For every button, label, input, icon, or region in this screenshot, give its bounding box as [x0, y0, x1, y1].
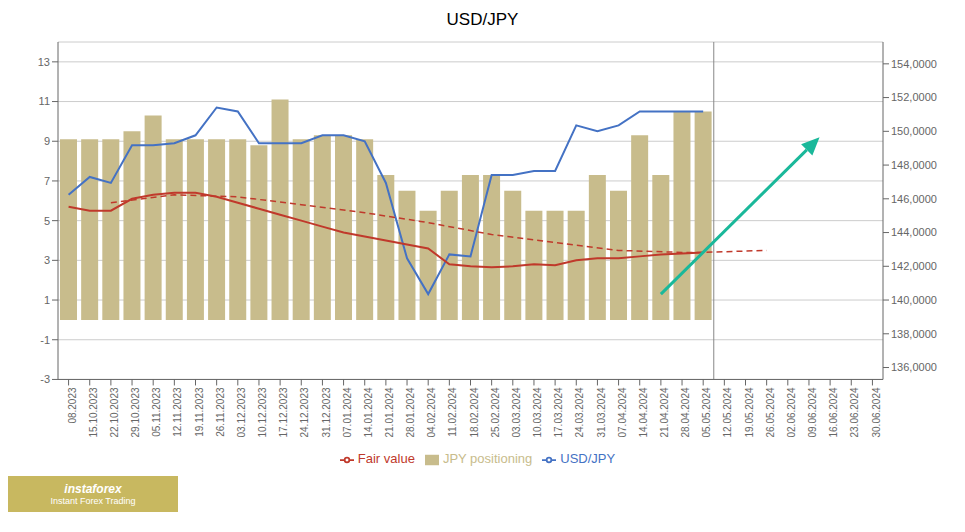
svg-text:07.01.2024: 07.01.2024 — [342, 387, 353, 437]
svg-text:146,0000: 146,0000 — [891, 193, 937, 205]
svg-text:12.05.2024: 12.05.2024 — [722, 387, 733, 437]
svg-text:17.03.2024: 17.03.2024 — [553, 387, 564, 437]
svg-text:-3: -3 — [40, 373, 50, 385]
svg-text:21.04.2024: 21.04.2024 — [659, 387, 670, 437]
svg-text:03.12.2023: 03.12.2023 — [236, 387, 247, 437]
svg-text:9: 9 — [44, 135, 50, 147]
svg-text:7: 7 — [44, 175, 50, 187]
svg-text:10.03.2024: 10.03.2024 — [532, 387, 543, 437]
html-text:instaforex: instaforex — [64, 481, 122, 496]
svg-text:17.12.2023: 17.12.2023 — [278, 387, 289, 437]
svg-text:150,0000: 150,0000 — [891, 125, 937, 137]
svg-text:26.11.2023: 26.11.2023 — [215, 387, 226, 437]
svg-text:18.02.2024: 18.02.2024 — [469, 387, 480, 437]
svg-text:03.03.2024: 03.03.2024 — [511, 387, 522, 437]
svg-text:08.2023: 08.2023 — [67, 387, 78, 424]
html-text:USD/JPY: USD/JPY — [446, 10, 519, 29]
html-text:USD/JPY: USD/JPY — [560, 451, 616, 467]
svg-text:136,0000: 136,0000 — [891, 361, 937, 373]
svg-text:09.06.2024: 09.06.2024 — [807, 387, 818, 437]
svg-text:31.12.2023: 31.12.2023 — [321, 387, 332, 437]
svg-text:04.02.2024: 04.02.2024 — [426, 387, 437, 437]
svg-text:3: 3 — [44, 254, 50, 266]
svg-text:10.12.2023: 10.12.2023 — [257, 387, 268, 437]
svg-text:19.11.2023: 19.11.2023 — [194, 387, 205, 437]
svg-text:28.01.2024: 28.01.2024 — [405, 387, 416, 437]
svg-text:02.06.2024: 02.06.2024 — [786, 387, 797, 437]
svg-text:142,0000: 142,0000 — [891, 260, 937, 272]
svg-text:1: 1 — [44, 294, 50, 306]
svg-text:19.05.2024: 19.05.2024 — [744, 387, 755, 437]
svg-text:13: 13 — [38, 56, 50, 68]
svg-text:154,0000: 154,0000 — [891, 58, 937, 70]
svg-text:14.04.2024: 14.04.2024 — [638, 387, 649, 437]
svg-text:21.01.2024: 21.01.2024 — [384, 387, 395, 437]
svg-text:140,0000: 140,0000 — [891, 294, 937, 306]
svg-text:11: 11 — [39, 95, 50, 107]
svg-text:29.10.2023: 29.10.2023 — [130, 387, 141, 437]
html-text:Instant Forex Trading: Instant Forex Trading — [50, 495, 136, 506]
svg-text:22.10.2023: 22.10.2023 — [109, 387, 120, 437]
svg-text:07.04.2024: 07.04.2024 — [617, 387, 628, 437]
svg-text:24.03.2024: 24.03.2024 — [574, 387, 585, 437]
svg-text:5: 5 — [44, 215, 50, 227]
svg-text:148,0000: 148,0000 — [891, 159, 937, 171]
svg-text:16.06.2024: 16.06.2024 — [828, 387, 839, 437]
svg-text:14.01.2024: 14.01.2024 — [363, 387, 374, 437]
svg-text:138,0000: 138,0000 — [891, 328, 937, 340]
svg-text:24.12.2023: 24.12.2023 — [299, 387, 310, 437]
svg-text:31.03.2024: 31.03.2024 — [596, 387, 607, 437]
svg-text:144,0000: 144,0000 — [891, 226, 937, 238]
svg-text:28.04.2024: 28.04.2024 — [680, 387, 691, 437]
svg-text:152,0000: 152,0000 — [891, 91, 937, 103]
html-text:Fair value: Fair value — [357, 451, 415, 467]
svg-text:15.10.2023: 15.10.2023 — [88, 387, 99, 437]
svg-text:11.02.2024: 11.02.2024 — [447, 387, 458, 437]
svg-text:26.05.2024: 26.05.2024 — [765, 387, 776, 437]
svg-text:25.02.2024: 25.02.2024 — [490, 387, 501, 437]
svg-text:12.11.2023: 12.11.2023 — [172, 387, 183, 437]
svg-text:05.05.2024: 05.05.2024 — [701, 387, 712, 437]
svg-text:30.06.2024: 30.06.2024 — [871, 387, 882, 437]
svg-text:05.11.2023: 05.11.2023 — [151, 387, 162, 437]
html-text:JPY positioning: JPY positioning — [442, 451, 533, 467]
svg-text:23.06.2024: 23.06.2024 — [849, 387, 860, 437]
svg-text:-1: -1 — [40, 334, 50, 346]
